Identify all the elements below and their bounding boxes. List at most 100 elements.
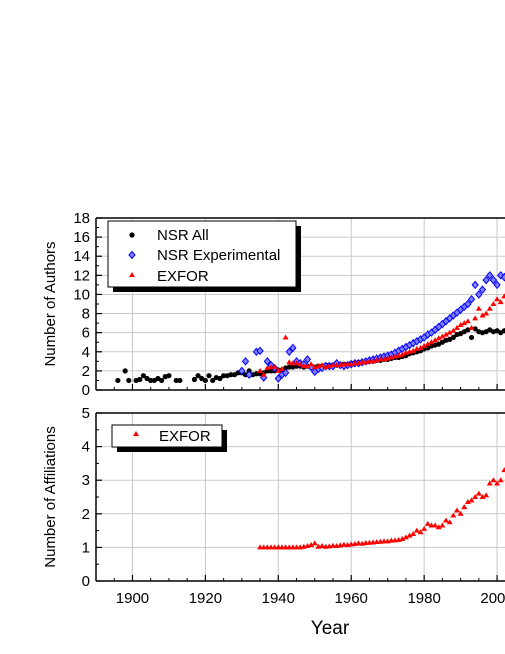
authors-point-nsr-experimental <box>289 343 297 353</box>
authors-y-axis-title: Number of Authors <box>42 241 59 366</box>
authors-point-exfor <box>424 341 431 347</box>
authors-point-nsr-all <box>465 327 471 333</box>
authors-point-exfor <box>432 337 439 343</box>
authors-point-exfor <box>257 367 264 373</box>
authors-point-exfor <box>399 351 406 357</box>
authors-point-exfor <box>494 296 501 302</box>
affiliations-legend: EXFOR <box>111 424 227 452</box>
authors-panel: 0 2 4 6 8 10 12 14 16 18 Number of Authors NSR Al… <box>42 210 505 399</box>
authors-point-nsr-all <box>472 326 478 332</box>
affiliations-point-exfor <box>308 542 315 548</box>
legend-nsr-all-marker <box>129 232 135 238</box>
affiliations-point-exfor <box>501 467 505 473</box>
affiliations-point-exfor <box>402 534 409 540</box>
affiliations-point-exfor <box>494 480 501 486</box>
authors-point-nsr-experimental <box>238 366 246 376</box>
authors-point-nsr-all <box>195 373 201 379</box>
legend-affiliations-exfor-marker <box>133 431 139 436</box>
affiliations-y-tick-label: 1 <box>82 539 90 556</box>
authors-point-exfor <box>457 322 464 328</box>
authors-point-exfor <box>271 364 278 370</box>
authors-point-nsr-all <box>501 328 505 334</box>
authors-point-nsr-experimental <box>475 290 483 299</box>
authors-point-nsr-all <box>286 364 292 370</box>
authors-point-exfor <box>439 333 446 339</box>
authors-point-nsr-all <box>159 377 165 384</box>
authors-point-exfor <box>410 347 417 353</box>
authors-point-exfor <box>282 334 289 340</box>
affiliations-point-exfor <box>424 520 431 526</box>
affiliations-point-exfor <box>311 540 318 546</box>
affiliations-point-exfor <box>329 542 336 548</box>
authors-point-nsr-experimental <box>482 275 490 285</box>
authors-point-nsr-all <box>210 377 216 384</box>
affiliations-point-exfor <box>453 507 460 513</box>
affiliations-point-exfor <box>461 504 468 510</box>
authors-point-nsr-all <box>228 372 234 378</box>
authors-point-exfor <box>417 344 424 350</box>
authors-point-nsr-experimental <box>256 346 264 356</box>
x-tick-label: 1920 <box>189 590 222 607</box>
authors-point-nsr-experimental <box>478 285 487 294</box>
authors-point-exfor <box>479 312 486 318</box>
authors-y-tick-label: 6 <box>82 325 90 342</box>
authors-point-nsr-all <box>137 376 143 383</box>
authors-point-exfor <box>304 363 311 369</box>
authors-data-points <box>115 271 505 384</box>
authors-point-exfor <box>446 329 453 335</box>
authors-point-nsr-experimental <box>467 294 476 304</box>
authors-point-nsr-all <box>202 377 208 384</box>
authors-point-nsr-experimental <box>245 370 253 379</box>
x-tick-label: 1940 <box>262 590 295 607</box>
authors-point-nsr-experimental <box>241 357 250 366</box>
authors-point-exfor <box>428 339 435 345</box>
affiliations-y-tick-label: 2 <box>82 506 90 523</box>
x-axis-title: Year <box>311 618 350 639</box>
affiliations-point-exfor <box>497 477 504 483</box>
affiliations-point-exfor <box>406 532 413 538</box>
affiliations-point-exfor <box>355 540 362 546</box>
authors-point-exfor <box>319 362 326 368</box>
authors-point-exfor <box>497 299 504 305</box>
authors-point-exfor <box>461 320 468 326</box>
legend-nsr-experimental-marker <box>128 250 136 260</box>
affiliations-point-exfor <box>340 541 347 547</box>
affiliations-point-exfor <box>319 543 326 549</box>
affiliations-point-exfor <box>399 536 406 541</box>
affiliations-point-exfor <box>435 524 442 530</box>
authors-y-tick-label: 8 <box>82 306 90 323</box>
authors-point-nsr-all <box>217 375 223 382</box>
authors-point-nsr-experimental <box>471 280 479 290</box>
authors-point-exfor <box>490 301 497 306</box>
affiliations-point-exfor <box>464 499 471 505</box>
affiliations-y-tick-label: 5 <box>82 405 90 422</box>
authors-point-nsr-experimental <box>274 374 282 383</box>
authors-point-nsr-all <box>191 376 198 383</box>
authors-point-nsr-all <box>148 377 154 384</box>
authors-point-nsr-all <box>126 377 132 384</box>
affiliations-point-exfor <box>472 494 479 499</box>
affiliations-point-exfor <box>439 522 446 528</box>
authors-ticks: 0 2 4 6 8 10 12 14 16 18 <box>73 210 498 399</box>
affiliations-y-axis-title: Number of Affiliations <box>42 426 59 567</box>
authors-point-exfor <box>308 361 315 367</box>
affiliations-point-exfor <box>450 512 457 518</box>
authors-point-nsr-experimental <box>263 357 272 366</box>
affiliations-y-tick-label: 0 <box>82 573 90 590</box>
x-tick-label: 1960 <box>335 590 368 607</box>
authors-y-tick-label: 0 <box>82 382 90 399</box>
affiliations-point-exfor <box>479 494 486 499</box>
affiliations-point-exfor <box>483 492 490 498</box>
affiliations-point-exfor <box>490 477 497 483</box>
authors-point-exfor <box>483 310 490 316</box>
authors-point-exfor <box>278 365 285 371</box>
affiliations-data-points <box>257 467 505 550</box>
authors-y-tick-label: 2 <box>82 363 90 380</box>
authors-point-nsr-experimental <box>500 272 505 282</box>
authors-point-exfor <box>443 331 450 337</box>
affiliations-point-exfor <box>457 510 464 516</box>
authors-point-nsr-all <box>115 377 121 384</box>
affiliations-legend-box <box>111 424 223 448</box>
authors-y-tick-label: 16 <box>73 229 90 246</box>
